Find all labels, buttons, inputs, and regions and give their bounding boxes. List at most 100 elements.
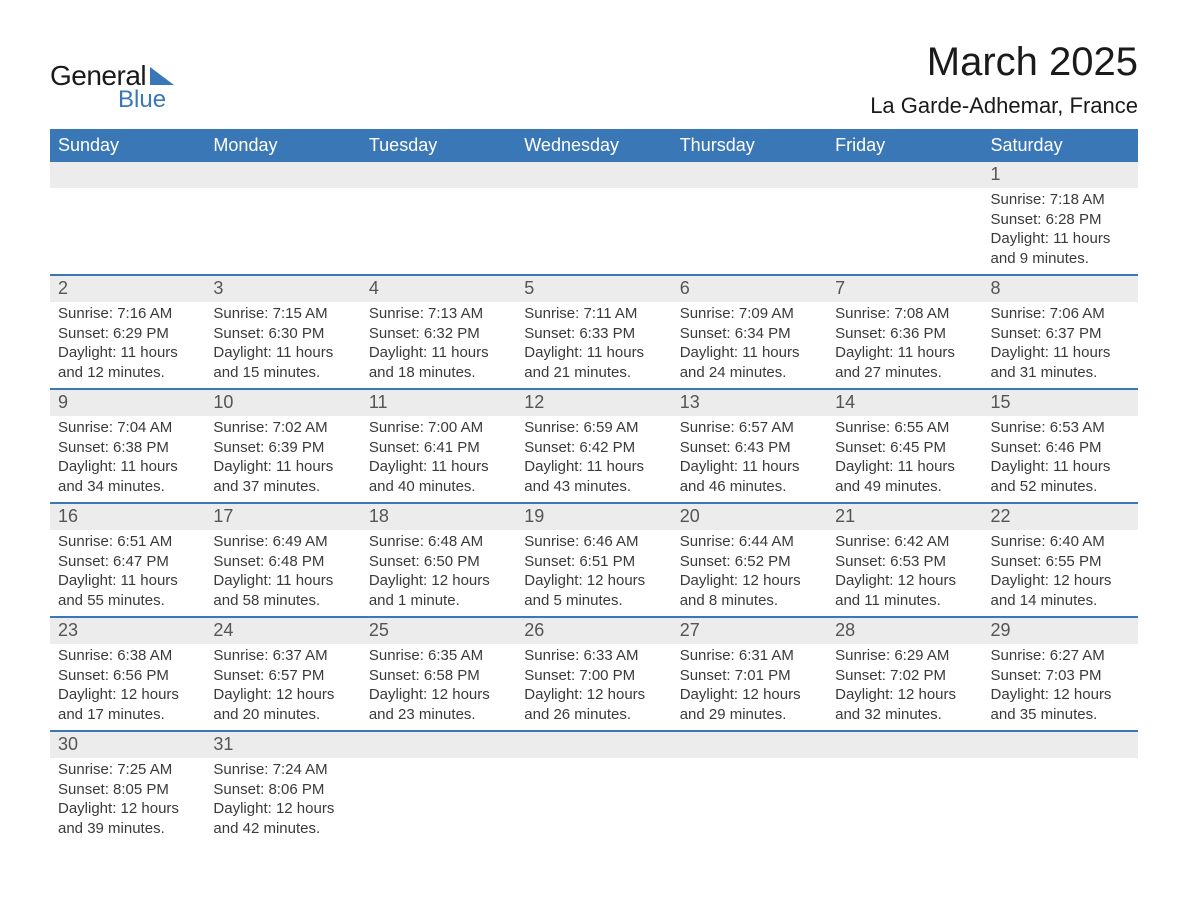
day-number: 5	[516, 276, 671, 302]
day-number	[516, 732, 671, 758]
sunset-label: Sunset:	[524, 439, 579, 456]
sunset-value: 6:43 PM	[735, 439, 791, 456]
sunset-value: 6:28 PM	[1046, 211, 1102, 228]
sunrise-value: 7:18 AM	[1050, 191, 1105, 208]
day-number: 3	[205, 276, 360, 302]
sunrise-value: 7:06 AM	[1050, 305, 1105, 322]
day-cell: Sunrise: 6:55 AMSunset: 6:45 PMDaylight:…	[827, 416, 982, 502]
sunrise-label: Sunrise:	[213, 533, 272, 550]
day-cell: Sunrise: 7:09 AMSunset: 6:34 PMDaylight:…	[672, 302, 827, 388]
day-cell: Sunrise: 6:59 AMSunset: 6:42 PMDaylight:…	[516, 416, 671, 502]
sunset-value: 6:39 PM	[268, 439, 324, 456]
sunrise-label: Sunrise:	[369, 533, 428, 550]
day-number: 19	[516, 504, 671, 530]
sunset-value: 6:46 PM	[1046, 439, 1102, 456]
sunrise-value: 6:51 AM	[117, 533, 172, 550]
sunset-value: 7:00 PM	[579, 667, 635, 684]
sunrise-label: Sunrise:	[58, 761, 117, 778]
sunset-value: 6:57 PM	[268, 667, 324, 684]
sunset-value: 6:50 PM	[424, 553, 480, 570]
day-number: 14	[827, 390, 982, 416]
sunrise-label: Sunrise:	[58, 647, 117, 664]
week-body-row: Sunrise: 7:25 AMSunset: 8:05 PMDaylight:…	[50, 758, 1138, 844]
daylight-label: Daylight:	[835, 344, 898, 361]
daylight-label: Daylight:	[991, 230, 1054, 247]
day-cell: Sunrise: 7:08 AMSunset: 6:36 PMDaylight:…	[827, 302, 982, 388]
day-number: 18	[361, 504, 516, 530]
day-number: 6	[672, 276, 827, 302]
day-cell: Sunrise: 7:04 AMSunset: 6:38 PMDaylight:…	[50, 416, 205, 502]
daylight-label: Daylight:	[680, 572, 743, 589]
day-header: Saturday	[983, 129, 1138, 162]
day-number	[983, 732, 1138, 758]
sunrise-label: Sunrise:	[680, 305, 739, 322]
daylight-label: Daylight:	[524, 572, 587, 589]
day-header: Tuesday	[361, 129, 516, 162]
sunrise-label: Sunrise:	[835, 305, 894, 322]
sunrise-label: Sunrise:	[524, 419, 583, 436]
sunrise-value: 6:37 AM	[273, 647, 328, 664]
daylight-label: Daylight:	[835, 572, 898, 589]
sunset-value: 6:37 PM	[1046, 325, 1102, 342]
day-cell	[50, 188, 205, 266]
calendar-head: SundayMondayTuesdayWednesdayThursdayFrid…	[50, 129, 1138, 162]
sunrise-label: Sunrise:	[213, 761, 272, 778]
sunset-value: 7:03 PM	[1046, 667, 1102, 684]
day-cell: Sunrise: 6:48 AMSunset: 6:50 PMDaylight:…	[361, 530, 516, 616]
sunset-label: Sunset:	[213, 325, 268, 342]
daylight-label: Daylight:	[524, 458, 587, 475]
sunrise-label: Sunrise:	[835, 533, 894, 550]
day-cell: Sunrise: 6:33 AMSunset: 7:00 PMDaylight:…	[516, 644, 671, 730]
daylight-label: Daylight:	[58, 344, 121, 361]
day-cell: Sunrise: 6:35 AMSunset: 6:58 PMDaylight:…	[361, 644, 516, 730]
sunrise-label: Sunrise:	[369, 647, 428, 664]
day-number: 24	[205, 618, 360, 644]
sunrise-label: Sunrise:	[524, 533, 583, 550]
sunset-label: Sunset:	[991, 211, 1046, 228]
day-cell: Sunrise: 7:15 AMSunset: 6:30 PMDaylight:…	[205, 302, 360, 388]
sunrise-label: Sunrise:	[991, 533, 1050, 550]
daylight-label: Daylight:	[58, 800, 121, 817]
day-number: 17	[205, 504, 360, 530]
day-cell: Sunrise: 6:42 AMSunset: 6:53 PMDaylight:…	[827, 530, 982, 616]
sunrise-value: 7:25 AM	[117, 761, 172, 778]
day-header: Thursday	[672, 129, 827, 162]
calendar-body: 1Sunrise: 7:18 AMSunset: 6:28 PMDaylight…	[50, 162, 1138, 844]
day-number: 15	[983, 390, 1138, 416]
day-number: 9	[50, 390, 205, 416]
sunset-label: Sunset:	[213, 781, 268, 798]
daylight-label: Daylight:	[835, 686, 898, 703]
sunrise-value: 7:00 AM	[428, 419, 483, 436]
daylight-label: Daylight:	[369, 686, 432, 703]
header: General Blue March 2025 La Garde-Adhemar…	[50, 40, 1138, 119]
day-number	[672, 162, 827, 188]
day-number: 12	[516, 390, 671, 416]
sunrise-value: 7:11 AM	[583, 305, 637, 322]
day-cell: Sunrise: 7:11 AMSunset: 6:33 PMDaylight:…	[516, 302, 671, 388]
week-daynum-row: 2345678	[50, 275, 1138, 302]
sunrise-value: 6:44 AM	[739, 533, 794, 550]
sunset-label: Sunset:	[213, 439, 268, 456]
sunset-label: Sunset:	[680, 553, 735, 570]
sunset-value: 8:06 PM	[268, 781, 324, 798]
sunset-label: Sunset:	[991, 325, 1046, 342]
daylight-label: Daylight:	[991, 572, 1054, 589]
sunrise-label: Sunrise:	[680, 419, 739, 436]
sunrise-value: 6:55 AM	[894, 419, 949, 436]
daylight-label: Daylight:	[58, 686, 121, 703]
sunrise-label: Sunrise:	[58, 305, 117, 322]
daylight-label: Daylight:	[991, 344, 1054, 361]
day-cell: Sunrise: 6:44 AMSunset: 6:52 PMDaylight:…	[672, 530, 827, 616]
day-number	[361, 732, 516, 758]
sunset-value: 6:56 PM	[113, 667, 169, 684]
sunrise-value: 6:27 AM	[1050, 647, 1105, 664]
sunset-value: 6:34 PM	[735, 325, 791, 342]
sunset-label: Sunset:	[213, 553, 268, 570]
sunset-value: 7:02 PM	[890, 667, 946, 684]
day-cell: Sunrise: 7:24 AMSunset: 8:06 PMDaylight:…	[205, 758, 360, 844]
sunset-label: Sunset:	[991, 439, 1046, 456]
day-number: 26	[516, 618, 671, 644]
day-number: 16	[50, 504, 205, 530]
day-cell: Sunrise: 7:16 AMSunset: 6:29 PMDaylight:…	[50, 302, 205, 388]
day-cell	[672, 188, 827, 266]
